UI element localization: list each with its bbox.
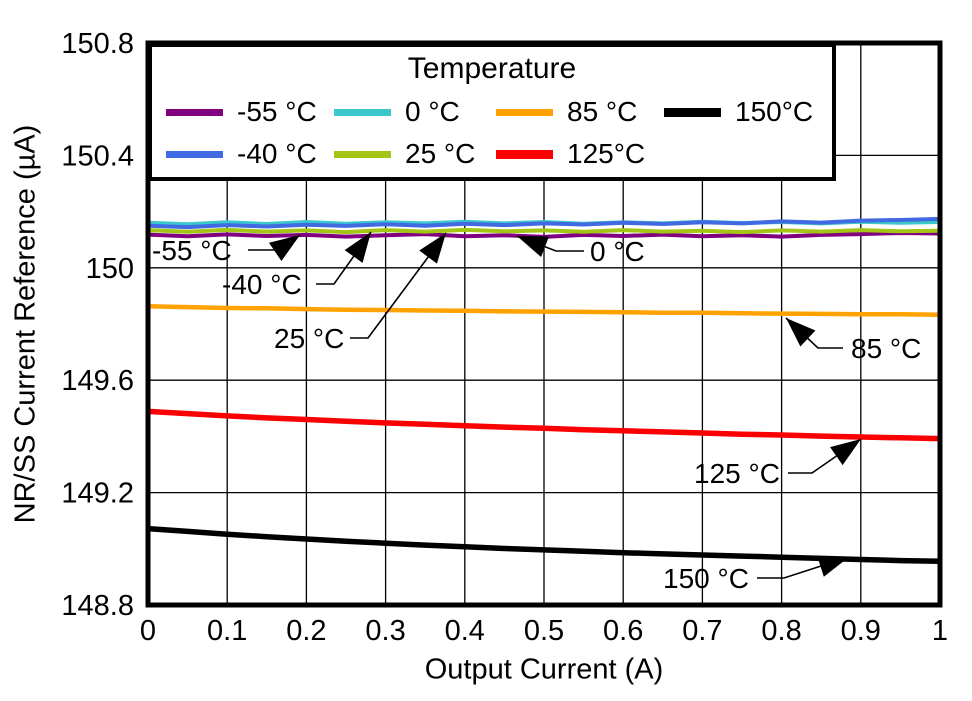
legend-label: 125°C: [567, 138, 646, 169]
legend-item-150°C: 150°C: [664, 93, 813, 131]
legend-swatch: [334, 108, 391, 116]
legend-item-125°C: 125°C: [496, 135, 645, 173]
legend-label: -40 °C: [237, 138, 317, 169]
legend-item--55°C: -55 °C: [166, 93, 317, 131]
legend-swatch: [166, 150, 223, 158]
y-tick-label: 150.4: [61, 140, 134, 172]
annotation-label: 125 °C: [694, 458, 780, 489]
legend-label: -55 °C: [237, 96, 317, 127]
annotation-arrowhead: [269, 235, 300, 261]
x-tick-label: 0.4: [445, 615, 485, 647]
annotation-label: 85 °C: [851, 333, 921, 364]
series-line--40°C: [147, 216, 941, 230]
annotation-arrowhead: [830, 439, 861, 466]
legend-swatch: [664, 107, 721, 117]
legend: Temperature -55 °C -40 °C 0 °C 25 °C 85 °C 12…: [148, 43, 836, 181]
legend-label: 150°C: [735, 96, 814, 127]
x-tick-label: 0.5: [524, 615, 564, 647]
legend-item-0°C: 0 °C: [334, 93, 475, 131]
legend-swatch: [166, 108, 223, 116]
legend-swatch: [496, 149, 553, 159]
annotation-label: 25 °C: [274, 323, 344, 354]
x-tick-label: 1: [932, 615, 948, 647]
x-tick-label: 0.3: [365, 615, 405, 647]
legend-label: 25 °C: [405, 138, 476, 169]
x-tick-label: 0.2: [286, 615, 326, 647]
annotation-arrowhead: [419, 233, 446, 264]
legend-swatch: [334, 150, 391, 158]
annotation-arrowhead: [517, 236, 549, 258]
annotation-label: -40 °C: [222, 269, 302, 300]
y-tick-label: 149.6: [61, 365, 134, 397]
x-tick-label: 0: [140, 615, 156, 647]
x-tick-label: 0.8: [761, 615, 801, 647]
annotation-label: 0 °C: [590, 236, 645, 267]
x-tick-label: 0.6: [603, 615, 643, 647]
y-tick-label: 148.8: [61, 590, 134, 622]
y-tick-label: 150.8: [61, 28, 134, 60]
annotation-arrowhead: [817, 555, 849, 577]
legend-label: 0 °C: [405, 96, 460, 127]
legend-column: 150°C: [664, 93, 813, 131]
y-tick-label: 150: [86, 253, 134, 285]
series-line-85°C: [147, 304, 941, 317]
annotation-arrowhead: [344, 232, 371, 263]
annotation-label: -55 °C: [152, 235, 232, 266]
x-tick-label: 0.1: [207, 615, 247, 647]
x-axis-title: Output Current (A): [424, 653, 664, 686]
annotation-leader: [350, 232, 447, 339]
legend-column: -55 °C -40 °C: [166, 93, 317, 173]
series-line-150°C: [147, 525, 941, 564]
y-tick-label: 149.2: [61, 478, 134, 510]
y-axis-title: NR/SS Current Reference (µA): [9, 124, 42, 524]
series-line-125°C: [147, 408, 941, 442]
legend-swatch: [496, 108, 553, 116]
annotation-arrowhead: [786, 318, 816, 347]
annotation-label: 150 °C: [663, 563, 749, 594]
legend-title: Temperature: [407, 52, 577, 85]
x-tick-label: 0.7: [682, 615, 722, 647]
series-line-25°C: [147, 227, 941, 235]
legend-item-85°C: 85 °C: [496, 93, 645, 131]
legend-item--40°C: -40 °C: [166, 135, 317, 173]
legend-item-25°C: 25 °C: [334, 135, 475, 173]
legend-column: 0 °C 25 °C: [334, 93, 475, 173]
legend-column: 85 °C 125°C: [496, 93, 645, 173]
legend-label: 85 °C: [567, 96, 638, 127]
x-tick-label: 0.9: [841, 615, 881, 647]
